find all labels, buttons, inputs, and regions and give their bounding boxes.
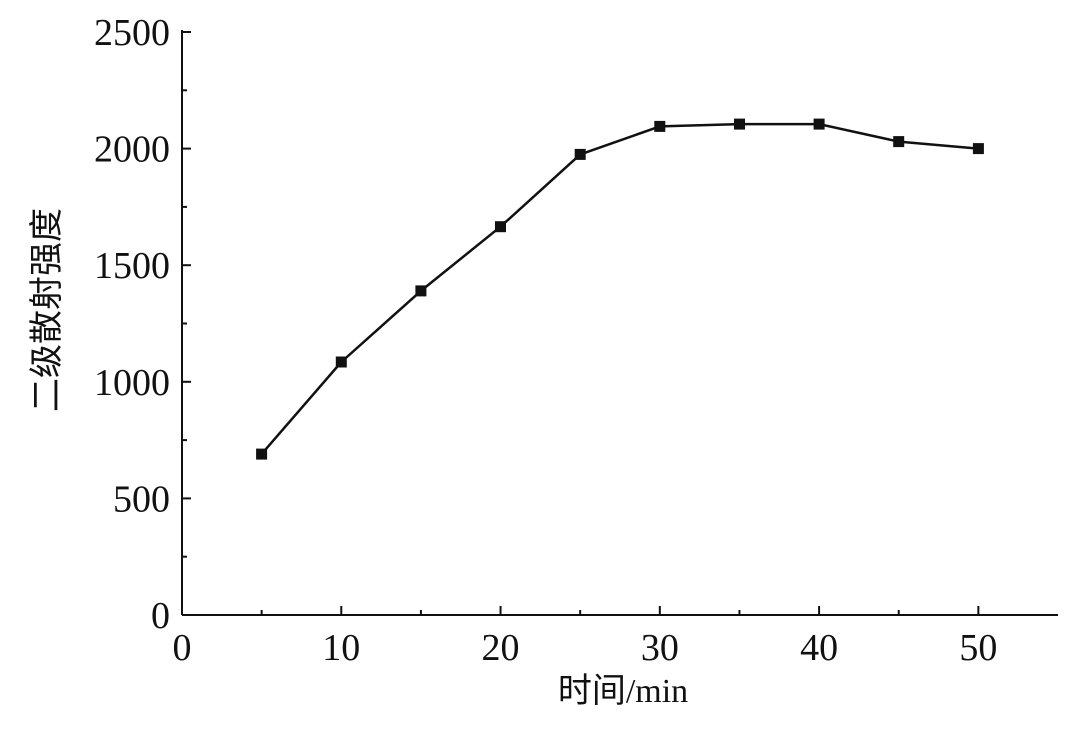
data-point-marker bbox=[734, 118, 745, 130]
series bbox=[256, 118, 984, 460]
data-point-marker bbox=[654, 120, 666, 132]
series-line bbox=[260, 122, 979, 455]
y-tick-label: 0 bbox=[151, 595, 170, 637]
x-tick-label: 50 bbox=[959, 627, 997, 669]
x-tick-label: 20 bbox=[482, 627, 520, 669]
data-point-marker bbox=[415, 285, 427, 297]
data-point-marker bbox=[256, 448, 268, 460]
y-tick-label: 2000 bbox=[94, 129, 170, 171]
data-point-marker bbox=[335, 356, 347, 368]
y-tick-label: 2500 bbox=[94, 12, 170, 54]
x-tick-label: 40 bbox=[800, 627, 838, 669]
data-point-marker bbox=[495, 221, 506, 233]
axes bbox=[181, 30, 1058, 616]
y-tick-label: 1500 bbox=[94, 245, 170, 287]
x-tick-label: 30 bbox=[641, 627, 679, 669]
y-tick-label: 1000 bbox=[94, 362, 170, 404]
x-axis-title: 时间/min bbox=[558, 673, 688, 710]
data-point-marker bbox=[813, 118, 825, 130]
ticks: 0 500 1000 1500 2000 2500 0 10 20 30 40 50 bbox=[94, 12, 997, 669]
x-tick-label: 10 bbox=[322, 627, 360, 669]
y-axis-title: 二级散射强度 bbox=[28, 208, 66, 412]
y-tick-label: 500 bbox=[113, 478, 170, 520]
x-tick-label: 0 bbox=[173, 627, 192, 669]
data-point-marker bbox=[574, 148, 586, 160]
data-point-marker bbox=[893, 136, 905, 148]
data-point-marker bbox=[972, 143, 984, 155]
